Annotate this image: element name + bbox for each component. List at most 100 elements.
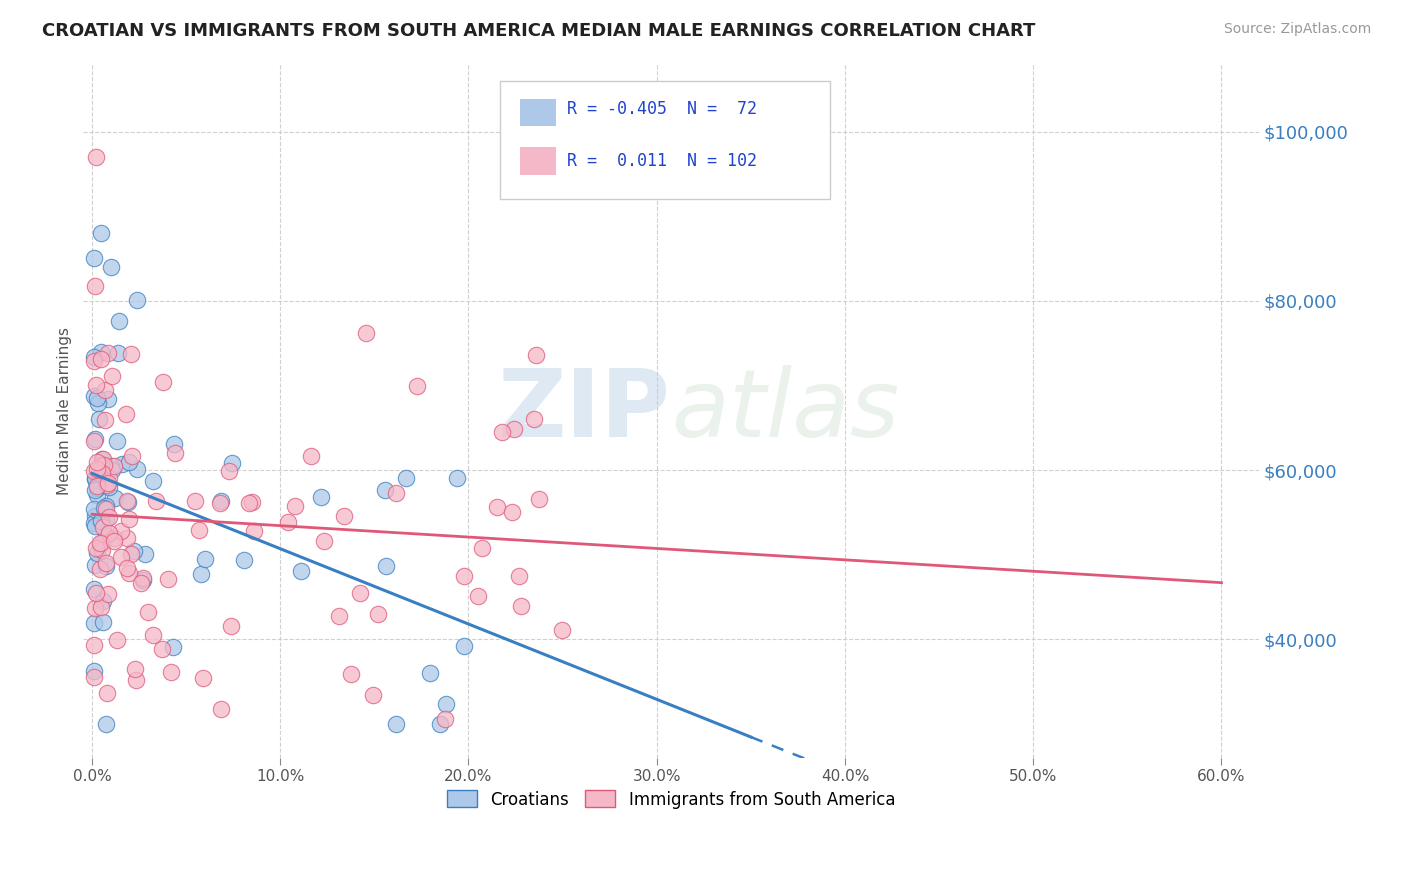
- Point: [122, 544, 145, 558]
- Text: R =  0.011  N = 102: R = 0.011 N = 102: [567, 153, 758, 170]
- Point: [83, 464, 105, 478]
- Point: [157, 572, 180, 586]
- Text: Source: ZipAtlas.com: Source: ZipAtlas.com: [1223, 22, 1371, 37]
- Text: CROATIAN VS IMMIGRANTS FROM SOUTH AMERICA MEDIAN MALE EARNINGS CORRELATION CHART: CROATIAN VS IMMIGRANTS FROM SOUTH AMERIC…: [42, 22, 1036, 40]
- FancyBboxPatch shape: [501, 81, 830, 199]
- Point: [240, 495, 263, 509]
- Point: [91, 594, 114, 608]
- Point: [111, 457, 134, 471]
- Point: [165, 445, 187, 459]
- Point: [100, 458, 122, 473]
- Point: [90, 352, 112, 367]
- Point: [86, 462, 108, 476]
- Point: [83, 664, 105, 678]
- Point: [453, 639, 475, 653]
- Point: [374, 483, 396, 497]
- Text: atlas: atlas: [671, 366, 898, 457]
- Y-axis label: Median Male Earnings: Median Male Earnings: [58, 326, 72, 495]
- Point: [349, 585, 371, 599]
- Point: [96, 587, 118, 601]
- Point: [502, 422, 524, 436]
- Point: [110, 524, 132, 539]
- Point: [467, 589, 489, 603]
- Point: [89, 561, 111, 575]
- Point: [86, 396, 108, 410]
- Point: [101, 462, 124, 476]
- Point: [84, 541, 107, 556]
- Point: [83, 670, 105, 684]
- Text: R = -0.405  N =  72: R = -0.405 N = 72: [567, 100, 758, 118]
- Point: [105, 434, 128, 448]
- Point: [84, 586, 107, 600]
- Point: [152, 375, 174, 389]
- Point: [501, 505, 523, 519]
- Point: [89, 536, 111, 550]
- Point: [110, 550, 132, 565]
- Point: [361, 688, 384, 702]
- Point: [136, 605, 159, 619]
- Point: [125, 462, 148, 476]
- Point: [243, 524, 266, 539]
- Point: [209, 495, 232, 509]
- Point: [485, 500, 508, 514]
- Point: [134, 547, 156, 561]
- Point: [89, 345, 111, 359]
- Point: [385, 485, 408, 500]
- Point: [98, 471, 121, 485]
- Point: [84, 279, 107, 293]
- Point: [221, 456, 243, 470]
- Point: [86, 391, 108, 405]
- Point: [340, 666, 363, 681]
- Point: [150, 641, 173, 656]
- Point: [108, 314, 131, 328]
- Point: [434, 697, 457, 711]
- Point: [125, 673, 148, 687]
- Point: [91, 615, 114, 629]
- Point: [91, 535, 114, 549]
- Point: [86, 455, 108, 469]
- Point: [83, 434, 105, 448]
- Point: [103, 534, 125, 549]
- Point: [86, 488, 108, 502]
- Point: [83, 389, 105, 403]
- Point: [333, 508, 356, 523]
- Point: [132, 573, 155, 587]
- Point: [83, 501, 105, 516]
- Point: [429, 716, 451, 731]
- Point: [86, 479, 108, 493]
- Point: [385, 716, 408, 731]
- Point: [97, 510, 120, 524]
- Point: [96, 477, 118, 491]
- Point: [129, 575, 152, 590]
- Point: [527, 492, 550, 507]
- Point: [83, 350, 105, 364]
- Point: [91, 458, 114, 473]
- Point: [193, 551, 215, 566]
- Point: [87, 412, 110, 426]
- Point: [94, 528, 117, 542]
- Point: [90, 458, 112, 472]
- Point: [90, 514, 112, 528]
- Point: [299, 449, 322, 463]
- Point: [127, 293, 149, 307]
- Point: [219, 619, 242, 633]
- Point: [83, 433, 105, 447]
- Point: [471, 541, 494, 555]
- Point: [97, 525, 120, 540]
- Point: [84, 472, 107, 486]
- Point: [118, 455, 141, 469]
- Point: [98, 480, 121, 494]
- FancyBboxPatch shape: [520, 147, 555, 175]
- Point: [309, 490, 332, 504]
- Point: [96, 556, 118, 570]
- Point: [142, 474, 165, 488]
- Point: [354, 326, 377, 341]
- Point: [162, 640, 184, 654]
- Point: [446, 471, 468, 485]
- Point: [84, 483, 107, 498]
- Point: [97, 476, 120, 491]
- Point: [94, 383, 117, 397]
- Point: [367, 607, 389, 622]
- Point: [190, 566, 212, 581]
- Point: [97, 392, 120, 406]
